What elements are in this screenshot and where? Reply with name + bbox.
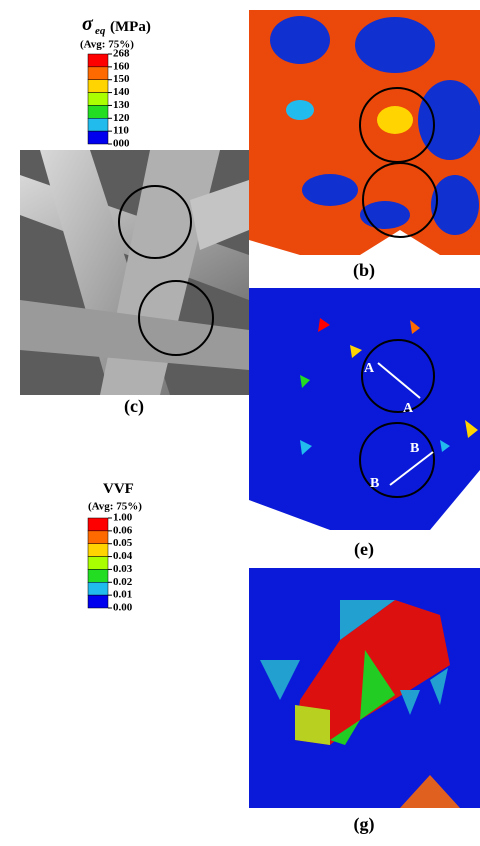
panel-label: (b) <box>353 260 375 281</box>
legend-swatch <box>87 92 109 106</box>
legend-swatch <box>87 530 109 544</box>
panel-label: (c) <box>124 396 144 417</box>
panel-label: (g) <box>354 814 375 835</box>
annotation: B <box>410 441 419 456</box>
legend-label: 0.00 <box>113 602 133 614</box>
panel-c-image <box>20 150 249 395</box>
legend-unit: (MPa) <box>110 19 151 35</box>
legend-swatch <box>87 594 109 609</box>
legend-swatch <box>87 66 109 80</box>
legend-swatch <box>87 118 109 132</box>
annotation: A <box>403 401 414 416</box>
legend-title: VVF <box>103 481 134 497</box>
legend-subscript: eq <box>95 25 106 37</box>
legend-label: 0.02 <box>113 576 133 588</box>
legend-swatch <box>87 582 109 596</box>
legend-label: 0.06 <box>113 524 133 536</box>
legend-label: 140 <box>113 86 130 98</box>
legend-symbol: σ <box>82 13 94 35</box>
legend-swatch <box>87 53 109 68</box>
legend-swatch <box>87 130 109 145</box>
legend-label: 0.01 <box>113 589 132 601</box>
panel-g-image <box>249 568 480 808</box>
legend-swatch <box>87 556 109 570</box>
legend-subtitle: (Avg: 75%) <box>88 501 142 513</box>
legend-label: 120 <box>113 112 130 124</box>
annotation: B <box>370 476 379 491</box>
panel-label: (e) <box>354 539 374 560</box>
legend-subtitle: (Avg: 75%) <box>80 39 134 51</box>
legend-label: 160 <box>113 60 130 72</box>
legend-vvf: 1.000.060.050.040.030.020.010.00 <box>87 512 133 614</box>
legend-swatch <box>87 569 109 583</box>
legend-swatch <box>87 517 109 532</box>
legend-swatch <box>87 105 109 119</box>
legend-label: 0.04 <box>113 550 133 562</box>
panel-e-image <box>249 288 480 530</box>
annotation: A <box>364 361 375 376</box>
legend-swatch <box>87 79 109 93</box>
legend-label: 0.03 <box>113 563 133 575</box>
legend-label: 150 <box>113 73 130 85</box>
legend-swatch <box>87 543 109 557</box>
panel-b-image <box>249 10 480 255</box>
legend-label: 130 <box>113 99 130 111</box>
legend-label: 268 <box>113 48 130 60</box>
legend-label: 1.00 <box>113 512 133 524</box>
legend-label: 110 <box>113 125 129 137</box>
legend-label: 0.05 <box>113 537 133 549</box>
legend-label: 000 <box>113 138 130 150</box>
